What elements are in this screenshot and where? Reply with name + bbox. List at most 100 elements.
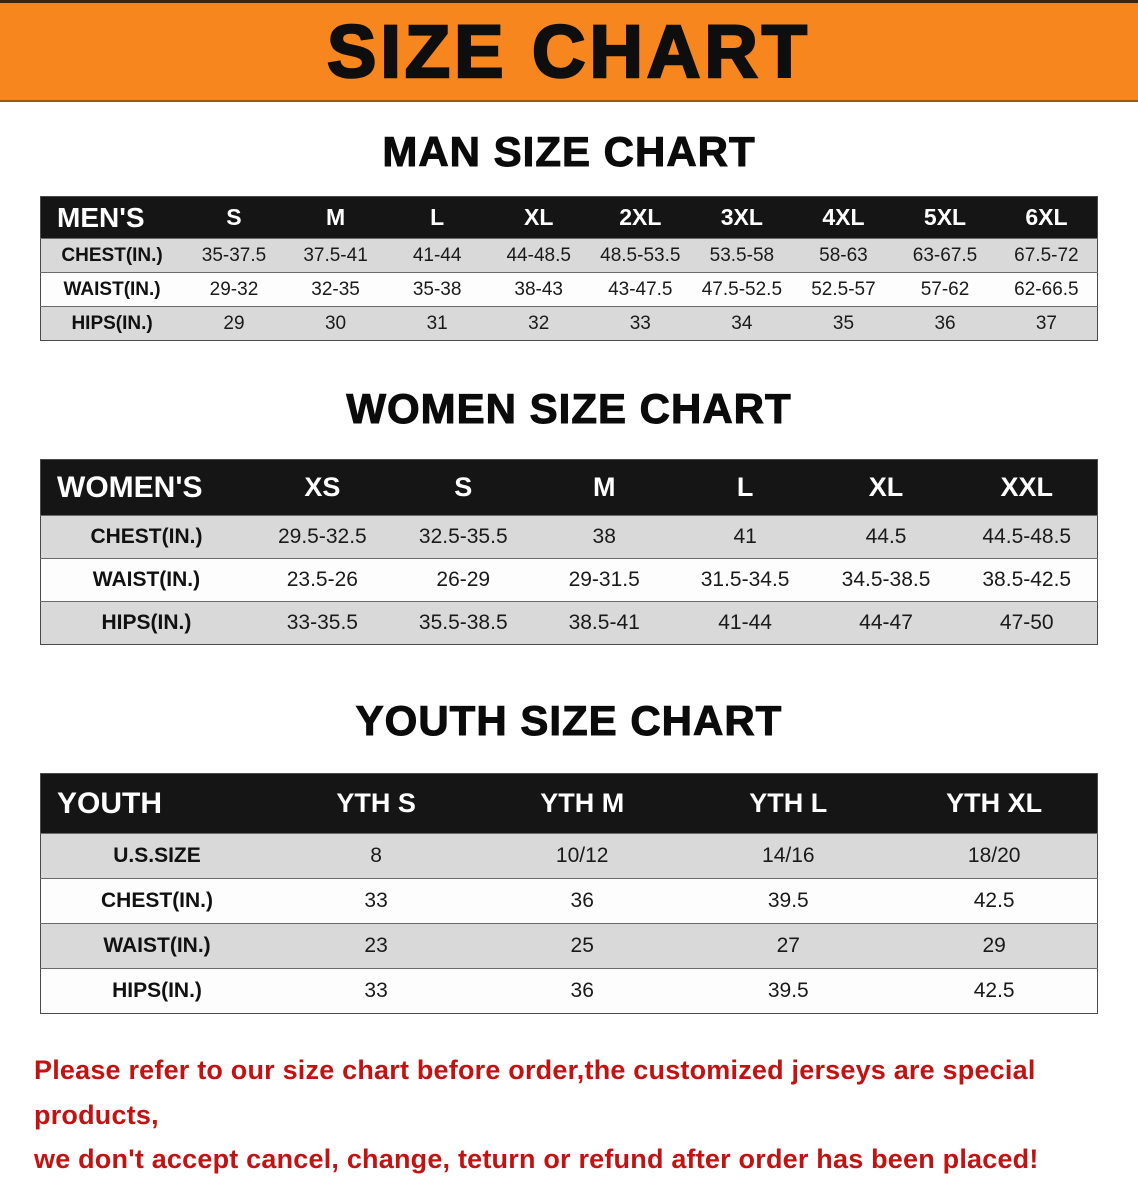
size-value-cell: 38-43: [487, 272, 590, 307]
size-value-cell: 34: [691, 306, 793, 341]
size-column-header: 5XL: [894, 196, 996, 239]
size-value-cell: 44.5: [815, 515, 957, 559]
size-value-cell: 35-37.5: [183, 238, 285, 273]
size-value-cell: 32.5-35.5: [392, 515, 534, 559]
size-column-header: L: [386, 196, 488, 239]
size-value-cell: 26-29: [392, 558, 534, 602]
table-header-row: WOMEN'S XS S M L XL XXL: [40, 459, 1098, 516]
table-row: WAIST(IN.) 23 25 27 29: [40, 923, 1098, 969]
size-column-header: M: [284, 196, 387, 239]
size-value-cell: 36: [479, 878, 686, 924]
table-row: CHEST(IN.) 33 36 39.5 42.5: [40, 878, 1098, 924]
table-row: WAIST(IN.) 23.5-26 26-29 29-31.5 31.5-34.5 34…: [40, 558, 1098, 602]
size-value-cell: 29-32: [183, 272, 285, 307]
size-column-header: L: [674, 459, 816, 516]
size-value-cell: 29: [183, 306, 285, 341]
size-value-cell: 35.5-38.5: [392, 601, 534, 645]
size-value-cell: 57-62: [894, 272, 996, 307]
size-column-header: 4XL: [792, 196, 895, 239]
size-value-cell: 37.5-41: [284, 238, 387, 273]
size-value-cell: 33: [589, 306, 692, 341]
size-value-cell: 33: [273, 878, 480, 924]
size-value-cell: 39.5: [685, 968, 892, 1014]
size-value-cell: 10/12: [479, 833, 686, 879]
disclaimer-line-2: we don't accept cancel, change, teturn o…: [34, 1144, 1039, 1175]
size-value-cell: 27: [685, 923, 892, 969]
measurement-label-cell: U.S.SIZE: [40, 833, 274, 879]
measurement-label-cell: HIPS(IN.): [40, 306, 184, 341]
measurement-label-cell: HIPS(IN.): [40, 968, 274, 1014]
size-value-cell: 41-44: [674, 601, 816, 645]
table-row: CHEST(IN.) 35-37.5 37.5-41 41-44 44-48.5 48.5…: [40, 238, 1098, 273]
size-column-header: 2XL: [589, 196, 692, 239]
size-value-cell: 42.5: [891, 878, 1098, 924]
size-value-cell: 36: [894, 306, 996, 341]
size-value-cell: 62-66.5: [995, 272, 1098, 307]
youth-size-chart-section: YOUTH SIZE CHART YOUTH YTH S YTH M YTH L YTH…: [0, 697, 1138, 1014]
size-value-cell: 14/16: [685, 833, 892, 879]
size-column-header: 6XL: [995, 196, 1098, 239]
measurement-label-cell: CHEST(IN.): [40, 878, 274, 924]
table-row: WAIST(IN.) 29-32 32-35 35-38 38-43 43-47.5 47.…: [40, 272, 1098, 307]
table-row: HIPS(IN.) 33 36 39.5 42.5: [40, 968, 1098, 1014]
size-value-cell: 39.5: [685, 878, 892, 924]
size-value-cell: 25: [479, 923, 686, 969]
men-section-heading: MAN SIZE CHART: [382, 128, 756, 176]
disclaimer: Please refer to our size chart before or…: [34, 1048, 1104, 1182]
size-value-cell: 23: [273, 923, 480, 969]
size-column-header: 3XL: [691, 196, 793, 239]
size-value-cell: 35: [792, 306, 895, 341]
size-value-cell: 32: [487, 306, 590, 341]
table-row: CHEST(IN.) 29.5-32.5 32.5-35.5 38 41 44.5 44.5…: [40, 515, 1098, 559]
size-column-header: YTH M: [479, 773, 686, 834]
size-column-header: YTH L: [685, 773, 892, 834]
size-value-cell: 44-47: [815, 601, 957, 645]
table-header-row: YOUTH YTH S YTH M YTH L YTH XL: [40, 773, 1098, 834]
size-value-cell: 32-35: [284, 272, 387, 307]
size-value-cell: 43-47.5: [589, 272, 692, 307]
table-title-cell: MEN'S: [40, 196, 184, 239]
size-value-cell: 41: [674, 515, 816, 559]
size-value-cell: 29-31.5: [533, 558, 675, 602]
size-value-cell: 38: [533, 515, 675, 559]
size-value-cell: 35-38: [386, 272, 488, 307]
size-column-header: S: [183, 196, 285, 239]
size-value-cell: 8: [273, 833, 480, 879]
size-value-cell: 23.5-26: [251, 558, 393, 602]
size-value-cell: 31.5-34.5: [674, 558, 816, 602]
size-value-cell: 38.5-41: [533, 601, 675, 645]
size-column-header: M: [533, 459, 675, 516]
women-section-heading: WOMEN SIZE CHART: [346, 385, 792, 433]
size-value-cell: 33-35.5: [251, 601, 393, 645]
disclaimer-line-1: Please refer to our size chart before or…: [34, 1055, 1036, 1130]
banner: SIZE CHART: [0, 0, 1138, 102]
men-size-chart-section: MAN SIZE CHART MEN'S S M L XL 2XL 3XL 4XL 5XL 6XL…: [0, 128, 1138, 341]
size-value-cell: 18/20: [891, 833, 1098, 879]
measurement-label-cell: WAIST(IN.): [40, 272, 184, 307]
size-value-cell: 38.5-42.5: [956, 558, 1098, 602]
size-value-cell: 42.5: [891, 968, 1098, 1014]
size-value-cell: 37: [995, 306, 1098, 341]
measurement-label-cell: CHEST(IN.): [40, 515, 252, 559]
size-value-cell: 30: [284, 306, 387, 341]
size-value-cell: 33: [273, 968, 480, 1014]
size-value-cell: 44.5-48.5: [956, 515, 1098, 559]
size-value-cell: 58-63: [792, 238, 895, 273]
size-column-header: XL: [815, 459, 957, 516]
measurement-label-cell: HIPS(IN.): [40, 601, 252, 645]
table-header-row: MEN'S S M L XL 2XL 3XL 4XL 5XL 6XL: [40, 196, 1098, 239]
size-value-cell: 47-50: [956, 601, 1098, 645]
table-row: U.S.SIZE 8 10/12 14/16 18/20: [40, 833, 1098, 879]
youth-size-table: YOUTH YTH S YTH M YTH L YTH XL U.S.SIZE 8 10/12…: [40, 773, 1098, 1014]
size-column-header: XXL: [956, 459, 1098, 516]
size-column-header: YTH XL: [891, 773, 1098, 834]
size-value-cell: 48.5-53.5: [589, 238, 692, 273]
size-value-cell: 53.5-58: [691, 238, 793, 273]
size-value-cell: 34.5-38.5: [815, 558, 957, 602]
size-value-cell: 63-67.5: [894, 238, 996, 273]
table-row: HIPS(IN.) 29 30 31 32 33 34 35 36 37: [40, 306, 1098, 341]
size-value-cell: 67.5-72: [995, 238, 1098, 273]
size-value-cell: 44-48.5: [487, 238, 590, 273]
men-size-table: MEN'S S M L XL 2XL 3XL 4XL 5XL 6XL CHEST(IN.) 35-37…: [40, 196, 1098, 341]
